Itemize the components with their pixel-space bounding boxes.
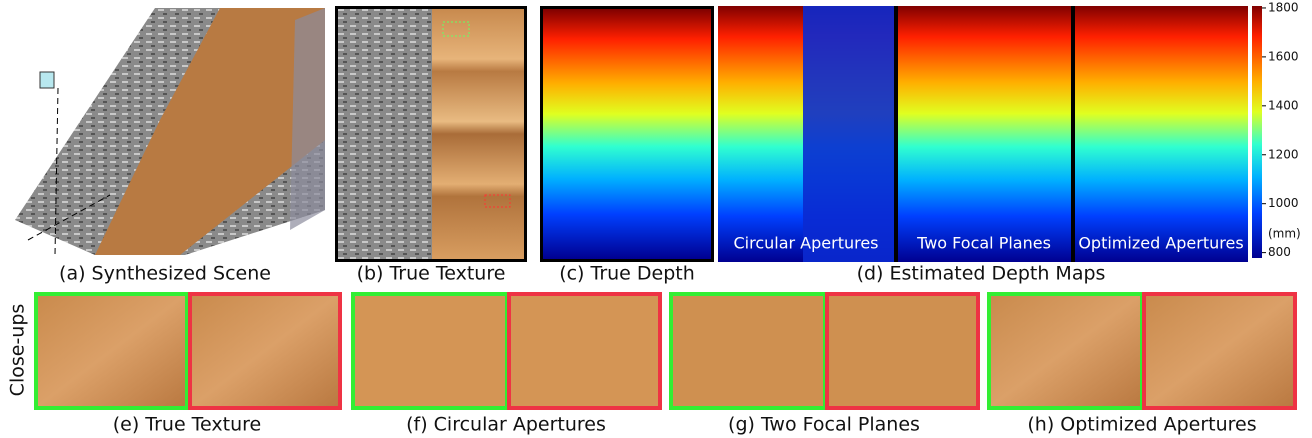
texture-image — [335, 6, 527, 262]
closeups-label: Close-ups — [7, 304, 29, 397]
colorbar-tick-label: 1600 — [1268, 49, 1299, 63]
colorbar-tick-label: 1400 — [1268, 98, 1299, 112]
caption: (c) True Depth — [559, 263, 695, 285]
closeup-caption: (e) True Texture — [113, 414, 262, 436]
caption: (b) True Texture — [357, 263, 506, 285]
colorbar — [1252, 6, 1262, 258]
overlay-label: Optimized Apertures — [1078, 234, 1243, 253]
colorbar-tick-label: 1200 — [1268, 147, 1299, 161]
colorbar-tick-label: 800 — [1268, 245, 1291, 259]
colorbar-ticks: 800 1000 1200 1400 1600 1800 — [1262, 0, 1299, 259]
colorbar-tick-label: 1000 — [1268, 196, 1299, 210]
overlay-label: Circular Apertures — [733, 234, 878, 253]
closeup-caption: (g) Two Focal Planes — [728, 414, 920, 436]
closeup-caption: (h) Optimized Apertures — [1027, 414, 1256, 436]
depth-maps: Circular Apertures Two Focal Planes Opti… — [540, 6, 1248, 262]
caption: (a) Synthesized Scene — [59, 263, 271, 285]
colorbar-tick-label: 1800 — [1268, 0, 1299, 14]
colorbar-unit: (mm) — [1268, 227, 1301, 241]
closeup-images — [36, 294, 1295, 408]
closeup-caption: (f) Circular Apertures — [406, 414, 606, 436]
scene-illustration — [0, 0, 330, 262]
caption: (d) Estimated Depth Maps — [857, 263, 1106, 285]
overlay-label: Two Focal Planes — [916, 234, 1051, 253]
figure: Circular Apertures Two Focal Planes Opti… — [0, 0, 1312, 438]
